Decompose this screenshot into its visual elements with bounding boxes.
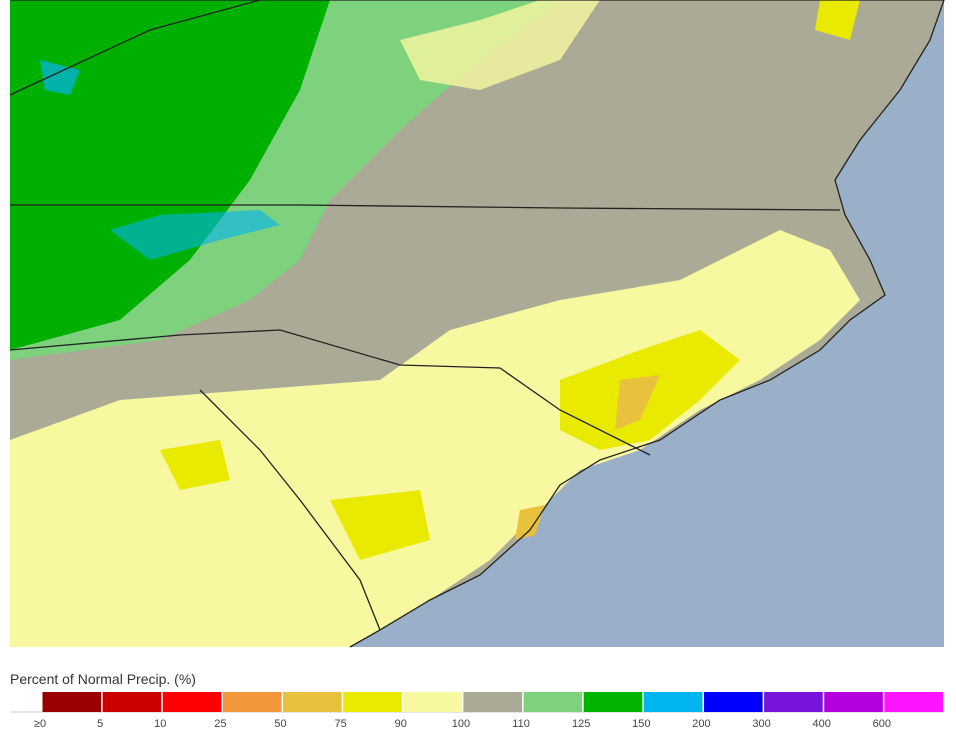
legend-label: 150 [632,718,650,730]
legend-swatch [643,692,703,712]
region-very-wet [40,60,80,95]
legend-label: 400 [813,718,831,730]
region-very-wet [110,210,280,260]
legend-swatch [162,692,222,712]
legend-label: 100 [452,718,470,730]
state-borders [9,0,945,648]
legend-label: 110 [512,718,530,730]
legend-swatch [343,692,402,712]
legend-label: 300 [752,718,770,730]
legend-label: ≥0 [34,718,46,730]
legend-swatch [222,692,282,712]
legend-title: Percent of Normal Precip. (%) [10,671,196,687]
region-dry [10,230,860,647]
border [9,329,651,456]
border [199,389,381,631]
map [9,0,945,648]
legend-swatch [102,692,162,712]
legend-label: 25 [214,718,226,730]
legend-swatch [764,692,823,712]
region-dry [400,0,600,90]
border [10,204,841,211]
legend-swatch [463,692,523,712]
legend-label: 125 [572,718,590,730]
legend-swatch [403,692,462,712]
legend: ≥0 5 10 25 50 75 90 100 110 125 150 200 300 400 600 [10,692,944,730]
coastline [10,0,945,648]
legend-label: 600 [873,718,891,730]
legend-swatch [523,692,583,712]
legend-label: 50 [274,718,286,730]
legend-swatch [703,692,763,712]
legend-swatch [824,692,883,712]
legend-swatch [42,692,102,712]
region-moist [10,0,560,360]
legend-swatch [884,692,943,712]
legend-swatch [283,692,342,712]
region-driest [515,375,660,540]
legend-label: 90 [395,718,407,730]
legend-label: 10 [154,718,166,730]
legend-swatch [583,692,643,712]
legend-label: 5 [97,718,103,730]
region-wet [10,0,330,350]
border [9,0,261,96]
legend-label: 75 [335,718,347,730]
legend-label: 200 [692,718,710,730]
